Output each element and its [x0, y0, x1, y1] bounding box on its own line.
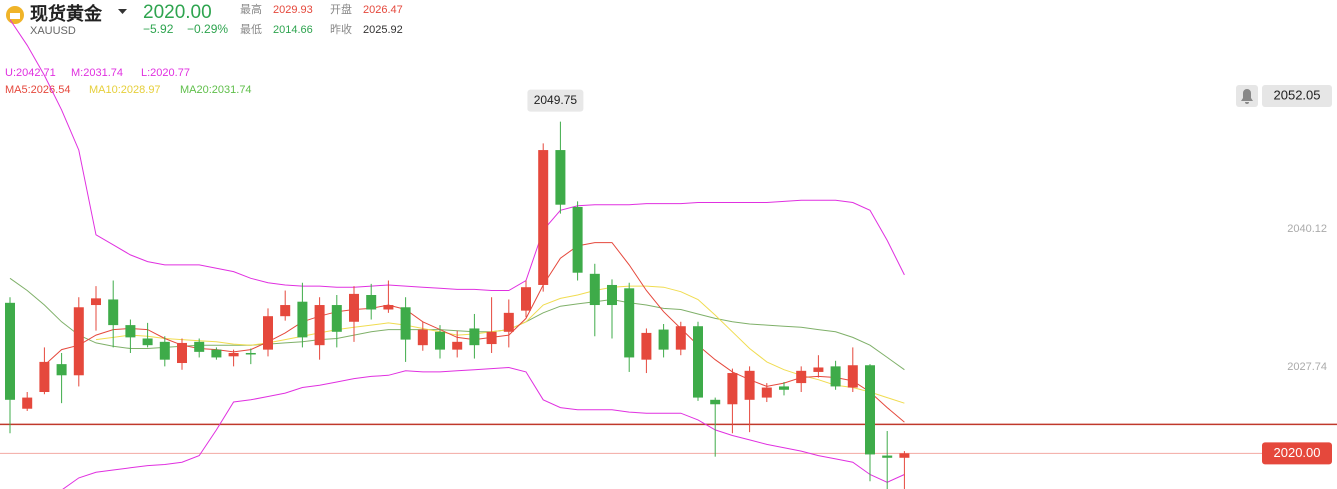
candle-body — [555, 150, 566, 205]
stat-value: 2014.66 — [273, 24, 313, 36]
candle-body — [22, 397, 33, 409]
candle-body — [744, 370, 755, 400]
stat-label: 最低 — [240, 23, 262, 36]
stat-value: 2025.92 — [363, 24, 403, 36]
candle-body — [607, 284, 617, 306]
logo-bar — [10, 13, 20, 19]
candle-body — [882, 455, 893, 458]
candle-body — [452, 341, 463, 350]
candle-body — [761, 387, 772, 398]
candle-body — [245, 352, 256, 355]
candle-body — [194, 341, 205, 352]
candle-body — [589, 273, 600, 306]
candle-body — [5, 302, 15, 400]
candle-body — [727, 373, 738, 405]
candle-body — [641, 332, 652, 360]
candle-body — [366, 295, 377, 310]
candle-body — [125, 325, 136, 338]
candle-body — [865, 365, 875, 455]
candle-body — [331, 305, 342, 332]
indicator-line — [62, 366, 905, 489]
indicator-label: M:2031.74 — [71, 67, 123, 79]
top-price-box — [1262, 84, 1332, 107]
candle-body — [572, 206, 583, 273]
top-price-label: 2052.05 — [1274, 87, 1321, 102]
y-tick-label: 2027.74 — [1287, 361, 1327, 373]
candle-body — [847, 365, 858, 388]
candle-body — [435, 331, 445, 350]
max-marker-box — [527, 89, 584, 112]
candle-body — [486, 331, 497, 345]
indicator-line — [9, 19, 905, 291]
stat-value: 2026.47 — [363, 4, 403, 16]
y-tick-label: 2040.12 — [1287, 223, 1327, 235]
last-price-box — [1262, 442, 1332, 465]
indicator-label: U:2042.71 — [5, 67, 56, 79]
candle-body — [91, 298, 101, 306]
candle-body — [796, 370, 807, 384]
candle-body — [417, 329, 428, 346]
stat-label: 昨收 — [330, 22, 352, 36]
bell-icon — [1241, 88, 1253, 104]
candle-body — [675, 326, 686, 350]
indicator-label: MA10:2028.97 — [89, 84, 161, 96]
candle-body — [349, 293, 359, 322]
candle-body — [108, 299, 119, 326]
plot: 2040.12 2027.74 2049.75 2052.05 2020.00 — [0, 19, 1337, 489]
candle-body — [211, 349, 222, 358]
candle-body — [813, 367, 824, 372]
last-price-label: 2020.00 — [1274, 445, 1321, 460]
candle-body — [779, 386, 789, 390]
candle-body — [521, 287, 531, 311]
price: 2020.00 — [143, 2, 212, 23]
stat-label: 开盘 — [330, 2, 352, 16]
candle-body — [263, 316, 273, 350]
candle-body — [142, 338, 153, 346]
change: −5.92 — [143, 22, 174, 36]
candle-body — [56, 364, 67, 376]
candle-body — [314, 305, 325, 346]
max-marker-label: 2049.75 — [534, 93, 578, 107]
candle-body — [177, 342, 187, 364]
candle-body — [469, 328, 480, 346]
indicator-label: L:2020.77 — [141, 67, 190, 79]
symbol: XAUUSD — [30, 25, 76, 37]
candle-body — [39, 361, 50, 393]
candle-body — [73, 307, 84, 376]
candle-body — [400, 307, 411, 340]
candle-body — [297, 301, 308, 338]
candle-body — [159, 341, 170, 360]
stat-value: 2029.93 — [273, 4, 313, 16]
candle-body — [693, 326, 703, 398]
candle-body — [658, 329, 669, 350]
indicator-line — [95, 285, 905, 404]
candle-body — [899, 453, 910, 458]
candle-body — [830, 366, 841, 387]
candle-body — [624, 288, 635, 358]
candle-body — [538, 150, 549, 285]
dropdown-caret[interactable] — [118, 9, 127, 14]
change-pct: −0.29% — [187, 22, 228, 36]
candle-body — [228, 352, 239, 357]
candle-body — [383, 305, 394, 310]
indicator-label: MA20:2031.74 — [180, 84, 252, 96]
indicator-label: MA5:2026.54 — [5, 84, 70, 96]
candle-body — [280, 305, 291, 317]
asset-name: 现货黄金 — [30, 3, 103, 24]
candle-body — [710, 399, 721, 405]
stat-label: 最高 — [240, 2, 262, 16]
candle-body — [503, 312, 514, 332]
